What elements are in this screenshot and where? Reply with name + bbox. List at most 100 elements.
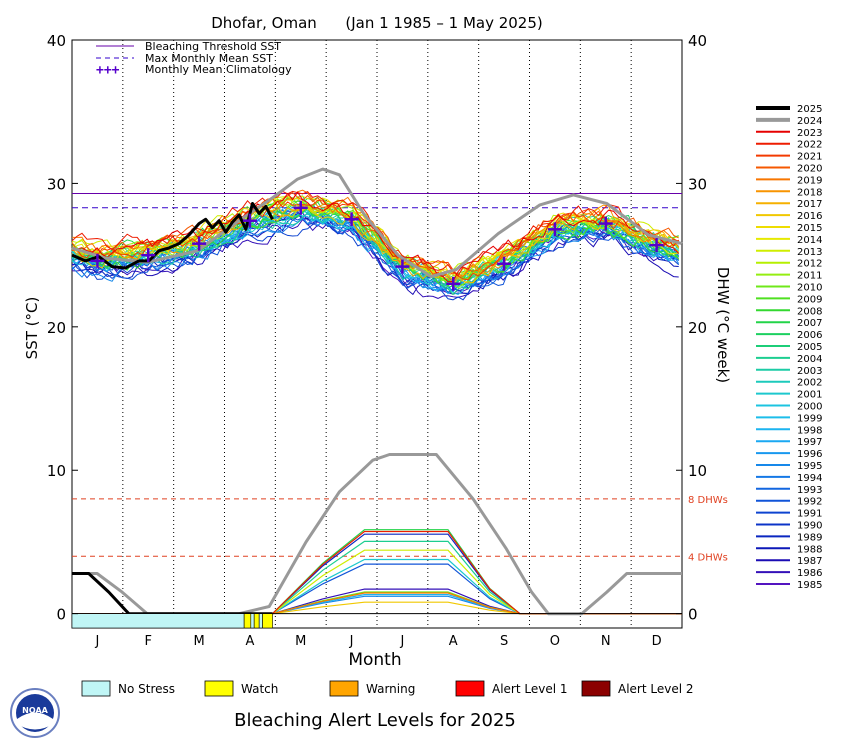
year-legend: 2025202420232022202120202019201820172016…: [756, 104, 822, 591]
axes: 40 40 30 30 20 20 10 10 0 0 J F M A M J J A S O N D: [47, 32, 707, 649]
year-legend-label: 2008: [797, 306, 822, 317]
alert-legend-label: Watch: [241, 682, 278, 696]
y-tick-label-left: 40: [47, 32, 66, 50]
climatology-marker: [395, 259, 410, 274]
year-legend-label: 1986: [797, 568, 822, 579]
alert-legend-label: Warning: [366, 682, 415, 696]
year-legend-label: 2025: [797, 104, 822, 115]
month-tick-label: O: [550, 634, 560, 649]
year-legend-label: 2003: [797, 366, 822, 377]
legend-mmm-label: Max Monthly Mean SST: [145, 52, 273, 65]
sst-line-2011: [71, 201, 679, 289]
alert-strip-segment: [262, 613, 273, 629]
month-gridlines: [122, 40, 632, 628]
climatology-marker: [598, 216, 613, 231]
sst-line-2016: [71, 204, 680, 281]
alert-legend-swatch: [329, 680, 359, 697]
climatology-marker: [446, 276, 461, 291]
year-legend-label: 1993: [797, 485, 822, 496]
year-legend-label: 1989: [797, 532, 822, 543]
month-tick-label: J: [349, 634, 354, 649]
year-legend-label: 2020: [797, 164, 822, 175]
y-tick-label-right: 40: [688, 32, 707, 50]
climatology-marker: [192, 236, 207, 251]
noaa-logo: NOAA: [10, 688, 60, 738]
dhw-line-2022: [72, 530, 682, 615]
year-legend-label: 1992: [797, 497, 822, 508]
year-legend-label: 2017: [797, 199, 822, 210]
year-legend-label: 1995: [797, 461, 822, 472]
climatology-marker: [344, 212, 359, 227]
dhw-lines: [72, 453, 682, 616]
y-tick-label-right: 0: [688, 606, 698, 624]
year-legend-label: 2015: [797, 223, 822, 234]
climatology-marker: [649, 238, 664, 253]
year-legend-label: 2010: [797, 283, 822, 294]
month-tick-label: J: [399, 634, 404, 649]
year-legend-label: 2023: [797, 128, 822, 139]
year-legend-label: 2004: [797, 354, 822, 365]
year-legend-label: 2006: [797, 330, 822, 341]
alert-strip-segment: [258, 613, 263, 629]
month-tick-label: S: [500, 634, 508, 649]
chart-legend: Bleaching Threshold SST Max Monthly Mean…: [96, 40, 292, 78]
y-tick-label-right: 30: [688, 175, 707, 193]
dhw-line-2010: [72, 591, 682, 615]
y-tick-label-right: 10: [688, 462, 707, 480]
year-legend-label: 2001: [797, 390, 822, 401]
climatology-marker: [242, 213, 257, 228]
year-legend-label: 2021: [797, 152, 822, 163]
year-legend-label: 1998: [797, 425, 822, 436]
climatology-markers: [90, 200, 664, 291]
year-legend-label: 2022: [797, 140, 822, 151]
month-tick-label: D: [652, 634, 662, 649]
year-legend-label: 2013: [797, 247, 822, 258]
year-legend-label: 2002: [797, 378, 822, 389]
alert-legend-swatch: [581, 680, 611, 697]
year-sst-lines: [71, 167, 683, 301]
year-legend-label: 1999: [797, 413, 822, 424]
month-tick-label: M: [193, 634, 204, 649]
dhw-line-2013: [72, 549, 682, 615]
year-legend-label: 1988: [797, 544, 822, 555]
year-legend-label: 2007: [797, 318, 822, 329]
year-legend-label: 2019: [797, 175, 822, 186]
climatology-marker: [293, 200, 308, 215]
year-legend-label: 1987: [797, 556, 822, 567]
alert-level-legend: No Stress Watch Warning Alert Level 1 Alert …: [81, 680, 694, 697]
year-legend-label: 2011: [797, 271, 822, 282]
year-legend-label: 1990: [797, 521, 822, 532]
month-tick-label: A: [449, 634, 458, 649]
alert-legend-swatch: [81, 680, 111, 697]
x-axis-label: Month: [348, 650, 401, 670]
legend-climatology-label: Monthly Mean Climatology: [145, 63, 292, 76]
year-legend-label: 1994: [797, 473, 822, 484]
alert-strip-segment: [243, 613, 252, 629]
alert-legend-label: No Stress: [118, 682, 175, 696]
y-axis-left-label: SST (°C): [23, 297, 41, 360]
climatology-marker: [141, 248, 156, 263]
year-legend-label: 2016: [797, 211, 822, 222]
sst-line-2022: [71, 190, 680, 277]
legend-climatology-marker: +++: [96, 63, 120, 78]
year-legend-label: 2005: [797, 342, 822, 353]
month-tick-label: M: [295, 634, 306, 649]
y-tick-label-left: 10: [47, 462, 66, 480]
dhw-threshold-label: 8 DHWs: [688, 495, 728, 506]
year-legend-label: 2012: [797, 259, 822, 270]
dhw-line-2019: [72, 592, 682, 615]
alert-legend-label: Alert Level 2: [618, 682, 694, 696]
y-tick-label-left: 0: [56, 606, 66, 624]
y-tick-label-left: 20: [47, 319, 66, 337]
legend-bleaching-label: Bleaching Threshold SST: [145, 40, 281, 53]
sst-line-1987: [71, 213, 679, 296]
climatology-marker: [90, 253, 105, 268]
chart-title: Dhofar, Oman (Jan 1 1985 – 1 May 2025): [211, 14, 543, 32]
y-tick-label-right: 20: [688, 319, 707, 337]
footer-title: Bleaching Alert Levels for 2025: [234, 710, 516, 731]
alert-strip-segment: [253, 613, 260, 629]
alert-legend-label: Alert Level 1: [492, 682, 568, 696]
sst-line-2003: [71, 212, 679, 287]
